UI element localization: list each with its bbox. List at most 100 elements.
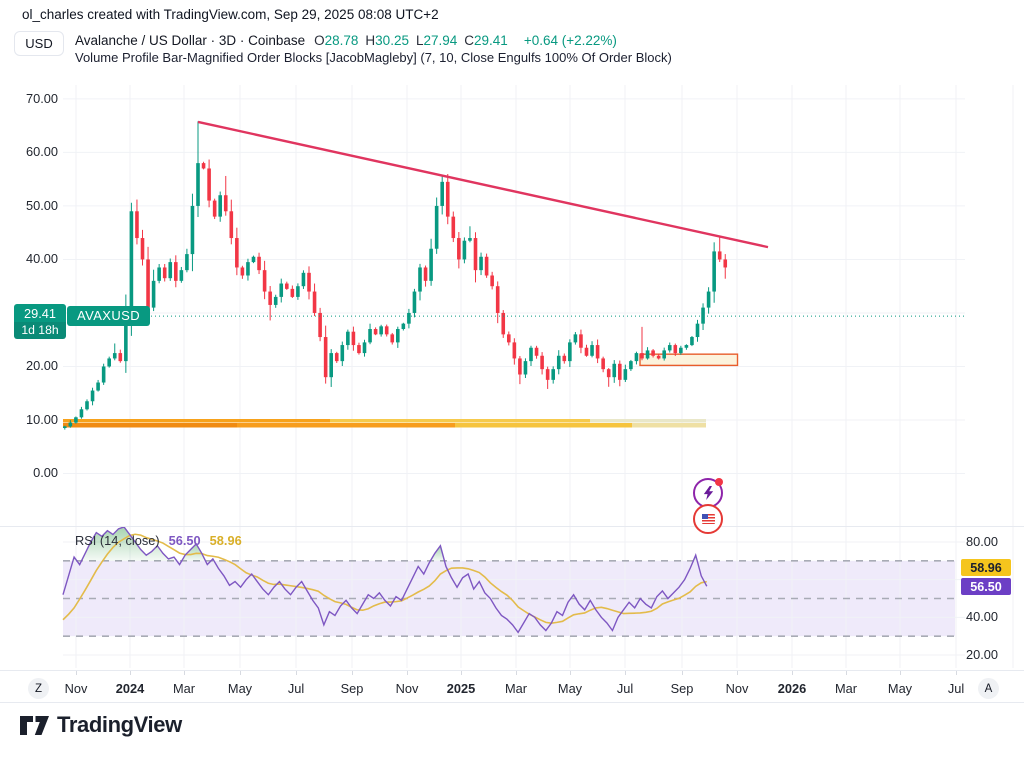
rsi-title: RSI (14, close) <box>75 533 160 548</box>
rsi-signal-badge: 58.96 <box>961 559 1011 576</box>
candle-body <box>584 347 589 356</box>
candle-body <box>357 345 361 354</box>
volume-profile-band <box>63 419 330 423</box>
candle-body <box>151 280 156 308</box>
rsi-axis-label: 80.00 <box>966 534 999 549</box>
candle-body <box>323 337 328 378</box>
candle-body <box>473 238 478 271</box>
candle-body <box>246 262 250 276</box>
candle-body <box>595 345 600 359</box>
candle-body <box>68 422 73 427</box>
candle-body <box>124 312 128 362</box>
candle-body <box>512 342 517 359</box>
candle-body <box>146 259 150 308</box>
candle-body <box>662 350 666 359</box>
ohlc-item: O28.78 <box>314 33 359 48</box>
pane-separator[interactable] <box>0 526 1024 527</box>
ohlc-item: H30.25 <box>365 33 409 48</box>
attribution-text: ol_charles created with TradingView.com,… <box>22 7 439 22</box>
trendline <box>197 120 769 249</box>
change-value: +0.64 (+2.22%) <box>523 33 617 48</box>
candle-body <box>656 355 661 359</box>
candle-body <box>645 350 650 359</box>
candle-body <box>507 334 511 343</box>
candle-body <box>312 291 317 313</box>
price-axis-label: 40.00 <box>25 251 58 266</box>
candle-body <box>629 361 633 370</box>
candle-body <box>429 248 433 281</box>
ohlc-item: L27.94 <box>415 33 458 48</box>
candle-body <box>551 369 555 380</box>
candle-body <box>540 355 544 370</box>
candle-body <box>174 262 178 281</box>
price-axis-label: 60.00 <box>25 144 58 159</box>
time-axis-label: Nov <box>64 681 88 696</box>
candle-body <box>235 238 239 268</box>
time-axis-tick <box>846 671 847 675</box>
candle-body <box>529 347 533 362</box>
candle-body <box>85 401 89 410</box>
us-flag-event-icon[interactable] <box>693 504 723 534</box>
candle-body <box>101 366 106 383</box>
candle-body <box>606 369 611 378</box>
candle-body <box>407 312 411 324</box>
price-chart-pane[interactable] <box>0 85 1024 527</box>
price-axis-label: 20.00 <box>25 358 58 373</box>
order-block-box <box>639 353 739 367</box>
rsi-axis-label: 20.00 <box>966 646 999 662</box>
candle-body <box>468 238 472 241</box>
symbol-header[interactable]: Avalanche / US Dollar · 3D · Coinbase O2… <box>75 33 617 48</box>
lightning-bolt-icon <box>703 486 713 500</box>
time-axis-tick <box>352 671 353 675</box>
candle-body <box>679 347 683 354</box>
time-axis-tick <box>900 671 901 675</box>
candle-body <box>368 329 372 343</box>
timezone-button[interactable]: Z <box>28 678 49 699</box>
candle-body <box>495 286 500 313</box>
auto-scale-button[interactable]: A <box>978 678 999 699</box>
bar-countdown: 1d 18h <box>14 322 66 340</box>
candle-body <box>618 363 622 380</box>
time-axis-tick <box>407 671 408 675</box>
candle-body <box>545 369 550 380</box>
candle-body <box>140 238 145 260</box>
candle-body <box>162 267 167 279</box>
time-axis-label: Jul <box>287 681 305 696</box>
candle-body <box>196 163 200 206</box>
rsi-axis-label: 40.00 <box>966 609 999 625</box>
candle-body <box>207 168 211 201</box>
candle-body <box>445 181 450 217</box>
time-axis-label: Mar <box>172 681 196 696</box>
candle-body <box>390 334 395 343</box>
time-axis-label: May <box>557 681 583 696</box>
candle-body <box>63 426 67 429</box>
candle-body <box>695 323 700 338</box>
candle-body <box>401 323 406 330</box>
time-axis-label: Mar <box>834 681 858 696</box>
symbol-price-tag: AVAXUSD <box>67 306 151 327</box>
us-flag-icon <box>701 514 715 524</box>
candle-body <box>418 267 422 292</box>
time-axis-tick <box>76 671 77 675</box>
candle-body <box>90 390 95 402</box>
candle-body <box>112 353 117 359</box>
candle-body <box>590 345 594 356</box>
candle-body <box>301 272 306 287</box>
currency-unit-button[interactable]: USD <box>14 31 64 56</box>
time-axis-tick <box>570 671 571 675</box>
time-axis-label: Nov <box>395 681 419 696</box>
rsi-overbought-fill <box>81 527 177 561</box>
indicator-title[interactable]: Volume Profile Bar-Magnified Order Block… <box>75 50 672 65</box>
rsi-legend[interactable]: RSI (14, close) 56.50 58.96 <box>75 533 242 548</box>
time-axis-tick <box>461 671 462 675</box>
volume-profile-band <box>632 423 706 428</box>
candle-body <box>562 355 567 362</box>
candle-body <box>523 361 528 375</box>
rsi-overbought-fill <box>181 543 206 561</box>
footer-separator <box>0 702 1024 703</box>
rsi-indicator-pane[interactable] <box>0 527 1024 668</box>
candle-body <box>518 358 522 375</box>
candle-body <box>346 331 350 346</box>
candle-body <box>351 331 356 346</box>
tradingview-logo[interactable]: TradingView <box>20 712 182 738</box>
